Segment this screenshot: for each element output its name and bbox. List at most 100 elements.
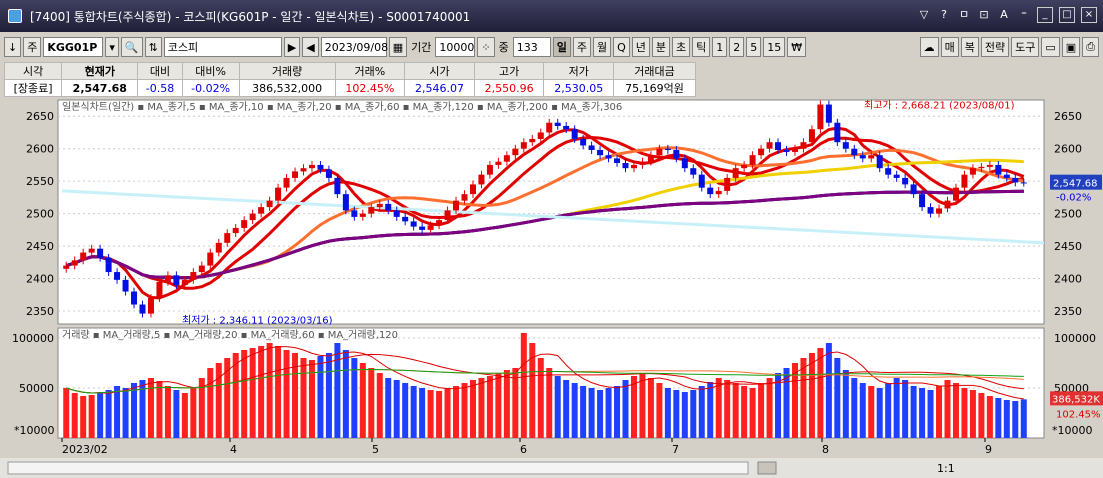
candle-body [741,164,748,169]
interval-tick[interactable]: 틱 [692,37,711,57]
volume-bar [597,390,604,438]
volume-bar [419,388,426,438]
volume-bar [893,378,900,438]
candle-body [563,125,570,130]
volume-bar [376,373,383,438]
volume-bar [486,376,493,438]
candle-body [944,200,951,209]
header-volume-pct: 거래% [334,62,406,80]
interval-1[interactable]: 1 [712,37,728,57]
volume-bar [342,350,349,438]
font-icon[interactable]: A [1000,8,1008,21]
maximize-icon[interactable]: □ [1059,7,1075,23]
volume-bar [71,393,78,438]
interval-week[interactable]: 주 [572,37,591,57]
volume-bar [292,353,299,438]
candle-body [164,275,171,282]
candle-body [910,184,917,195]
interval-5[interactable]: 5 [746,37,762,57]
volume-ma-line-5 [66,346,1024,400]
x-tick-label: 6 [520,443,527,456]
settings-icon[interactable]: ⁼ [1021,8,1027,21]
calendar-icon[interactable]: ▦ [388,37,408,57]
period-input[interactable]: 10000 [435,37,476,57]
volume-bar [766,378,773,438]
ma-line-5 [65,126,1025,300]
restore-icon[interactable]: ⊡ [979,8,989,21]
volume-bar [783,368,790,438]
market-select[interactable]: 주 [23,37,42,57]
volume-bar [868,386,875,438]
low-annotation: 최저가 : 2,346.11 (2023/03/16) [182,315,333,327]
header-high: 고가 [473,62,545,80]
interval-minute[interactable]: 분 [651,37,671,57]
candle-body [902,177,909,185]
candle-body [571,129,578,139]
volume-bar [588,388,595,438]
tools-button[interactable]: 도구 [1011,37,1040,57]
volume-bar [834,358,841,438]
candle-body [478,174,485,185]
folder-icon[interactable]: ▭ [1041,37,1060,57]
prev-button[interactable]: ◀ [302,37,319,57]
volume-bar [368,368,375,438]
candle-body [1020,182,1027,184]
trade-button[interactable]: 매 [940,37,959,57]
volume-bar [402,383,409,438]
volume-bar [503,370,510,438]
interval-year[interactable]: 년 [631,37,650,57]
candle-body [995,164,1002,175]
interval-day[interactable]: 일 [552,37,571,57]
search-icon[interactable]: 🔍 [120,37,143,57]
lock-icon[interactable]: ⁘ [477,37,495,57]
interval-15[interactable]: 15 [763,37,786,57]
minimize-icon[interactable]: _ [1037,7,1053,23]
candle-body [105,257,112,273]
candle-body [1003,174,1010,178]
close-icon[interactable]: × [1081,7,1097,23]
code-input[interactable]: KGG01P [43,37,104,57]
date-input[interactable]: 2023/09/08 [320,37,388,57]
help-icon[interactable]: ? [941,8,947,21]
chevron-down-icon[interactable]: ▾ [105,37,119,57]
candle-body [690,168,697,175]
volume-bar [546,368,553,438]
candle-body [376,203,383,208]
candle-body [453,200,460,211]
volume-bar [105,390,112,438]
currency-button[interactable]: ₩ [787,37,807,57]
interval-month[interactable]: 월 [592,37,612,57]
next-button[interactable]: ▶ [283,37,301,57]
stock-chart[interactable]: 2650265026002600255025502500250024502450… [0,96,1103,478]
volume-bar [800,358,807,438]
candle-body [961,174,968,188]
dropdown-icon[interactable]: ▽ [919,8,929,21]
print-icon[interactable]: ⎙ [1082,37,1099,57]
candle-body [300,168,307,172]
volume-bar [910,386,917,438]
count-input[interactable]: 133 [512,37,551,57]
sort-icon[interactable]: ↓ [4,37,22,57]
candle-body [537,132,544,139]
interval-quarter[interactable]: Q [613,37,630,57]
volume-bar [122,388,129,438]
candle-body [198,265,205,273]
price-tick-label-left: 2550 [26,175,54,188]
list-icon[interactable]: ⇅ [144,37,162,57]
app-icon [8,9,22,23]
strategy-button[interactable]: 전략 [980,37,1010,57]
save-icon[interactable]: ㅁ [958,8,970,21]
candle-body [410,221,417,227]
compound-button[interactable]: 복 [960,37,979,57]
interval-second[interactable]: 초 [672,37,691,57]
candle-body [368,207,375,214]
interval-2[interactable]: 2 [729,37,745,57]
candle-body [842,142,849,149]
volume-bar [351,358,358,438]
candle-body [385,203,392,211]
candle-body [207,252,214,266]
candle-body [800,142,807,149]
price-tick-label-left: 2400 [26,273,54,286]
cloud-icon[interactable]: ☁ [919,37,939,57]
disk-icon[interactable]: ▣ [1061,37,1081,57]
